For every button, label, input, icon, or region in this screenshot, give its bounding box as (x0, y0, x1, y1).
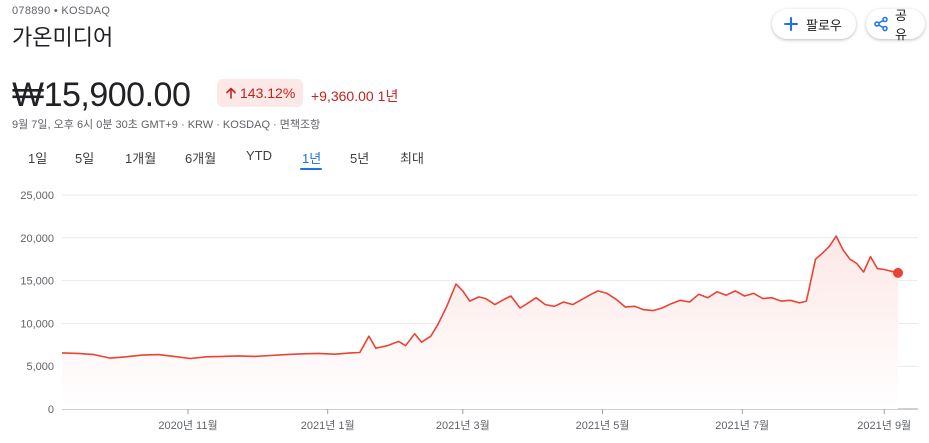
x-tick-label: 2021년 7월 (715, 419, 769, 432)
follow-button[interactable]: 팔로우 (772, 9, 856, 39)
price-chart[interactable]: 0 5,000 10,000 15,000 20,000 25,000 2020년 11월 2… (0, 180, 929, 443)
share-label: 공유 (895, 8, 907, 42)
y-tick-label: 10,000 (20, 318, 54, 330)
change-period: 1년 (377, 88, 399, 104)
change-percent: 143.12% (240, 85, 296, 101)
quote-meta: 9월 7일, 오후 6시 0분 30초 GMT+9 · KRW · KOSDAQ… (12, 119, 321, 131)
tab-1m[interactable]: 1개월 (125, 151, 157, 166)
x-tick-label: 2021년 1월 (301, 419, 355, 432)
x-tick-label: 2021년 5월 (576, 419, 630, 432)
share-icon (873, 15, 889, 33)
tab-5d[interactable]: 5일 (75, 151, 95, 166)
ticker-exchange: 078890 • KOSDAQ (12, 5, 111, 17)
y-tick-label: 25,000 (20, 190, 54, 202)
tab-max[interactable]: 최대 (400, 151, 424, 166)
tab-ytd[interactable]: YTD (246, 148, 272, 163)
tab-1y[interactable]: 1년 (302, 151, 322, 166)
tab-6m[interactable]: 6개월 (185, 151, 217, 166)
follow-label: 팔로우 (806, 17, 842, 33)
change-percent-badge: 143.12% (217, 79, 304, 107)
plus-icon (782, 15, 800, 33)
price-line (61, 235, 899, 360)
chart-area (61, 235, 903, 409)
tab-5y[interactable]: 5년 (350, 151, 370, 166)
current-price-dot (893, 267, 903, 278)
current-price: ₩15,900.00 (12, 76, 191, 114)
y-tick-label: 15,000 (20, 276, 54, 288)
arrow-up-icon (226, 87, 236, 99)
y-tick-label: 5,000 (26, 361, 54, 373)
range-tabs: 1일 5일 1개월 6개월 YTD 1년 5년 최대 (0, 148, 929, 172)
y-tick-label: 20,000 (20, 233, 54, 245)
price-area-fill (62, 236, 898, 409)
chart-axes: 0 5,000 10,000 15,000 20,000 25,000 2020년 11월 2… (20, 190, 911, 432)
change-absolute: +9,360.00 1년 (311, 86, 402, 106)
active-tab-underline (300, 168, 322, 170)
x-tick-label: 2021년 9월 (857, 419, 911, 432)
company-name: 가온미디어 (12, 25, 114, 50)
y-tick-label: 0 (48, 404, 54, 416)
x-tick-label: 2020년 11월 (158, 419, 217, 432)
change-value: +9,360.00 (311, 88, 374, 104)
tab-1d[interactable]: 1일 (28, 151, 48, 166)
x-tick-label: 2021년 3월 (436, 419, 490, 432)
share-button[interactable]: 공유 (866, 8, 925, 42)
